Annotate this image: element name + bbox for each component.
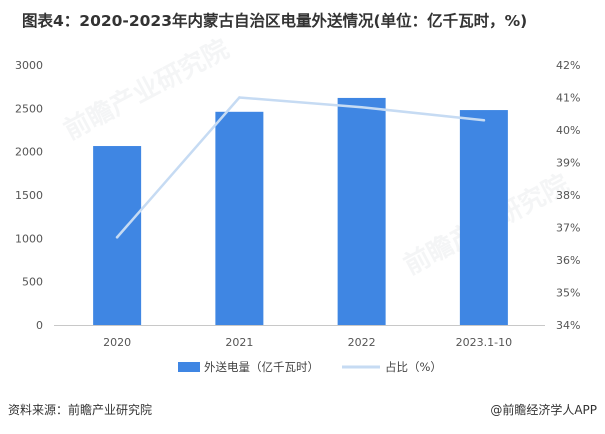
share-point [482,118,486,122]
bar-series [93,97,508,325]
y-left-tick-label: 2500 [15,102,43,115]
source-note: 资料来源：前瞻产业研究院 [8,402,152,417]
y-right-tick-label: 41% [556,92,580,105]
share-point [360,105,363,109]
x-tick-label: 2020 [103,336,131,349]
y-right-tick-label: 35% [556,287,580,300]
legend-bar-swatch [178,362,200,372]
y-right-tick-label: 39% [556,157,580,170]
y-left-tick-label: 500 [22,276,43,289]
bar [337,97,386,325]
x-tick-label: 2021 [225,336,253,349]
legend-item-line: 占比（%） [342,360,442,374]
watermark-text: 前瞻产业研究院 [59,33,234,146]
y-left-tick-label: 0 [36,319,43,332]
legend: 外送电量（亿千瓦时） 占比（%） [178,360,442,374]
legend-item-bar: 外送电量（亿千瓦时） [178,360,319,374]
y-left-tick-label: 1500 [15,189,43,202]
y-right-tick-label: 37% [556,222,580,235]
bar [459,110,508,325]
y-right-tick-label: 34% [556,319,580,332]
y-right-tick-label: 38% [556,189,580,202]
share-point [238,96,241,99]
axes: 0 500 1000 1500 2000 2500 3000 34% 35% 36% 37% 38% 3… [15,59,580,332]
legend-bar-label: 外送电量（亿千瓦时） [204,360,319,374]
y-right-tick-label: 40% [556,124,580,137]
chart-title: 图表4：2020-2023年内蒙古自治区电量外送情况(单位：亿千瓦时，%) [22,11,527,30]
credit-text: @前瞻经济学人APP [490,402,597,417]
line-series [115,96,486,239]
x-tick-label: 2023.1-10 [456,336,512,349]
y-right-tick-label: 36% [556,254,580,267]
y-left-tick-label: 3000 [15,59,43,72]
share-line [115,96,486,239]
share-point [115,235,119,239]
y-left-tick-label: 1000 [15,232,43,245]
x-tick-label: 2022 [348,336,376,349]
bar [215,111,264,325]
legend-line-label: 占比（%） [385,360,442,374]
category-labels: 2020 2021 2022 2023.1-10 [103,336,512,349]
y-left-tick-label: 2000 [15,146,43,159]
y-right-tick-label: 42% [556,59,580,72]
